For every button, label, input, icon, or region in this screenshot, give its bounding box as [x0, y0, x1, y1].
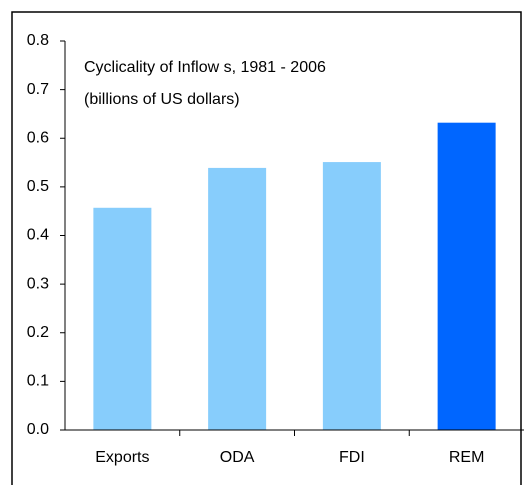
x-tick-label: Exports: [95, 449, 149, 466]
x-tick-label: FDI: [339, 449, 365, 466]
bar: [208, 167, 267, 430]
y-tick-label: 0.5: [27, 178, 49, 195]
x-tick-label: ODA: [220, 449, 255, 466]
y-tick-label: 0.7: [27, 81, 49, 98]
x-tick-label: REM: [449, 449, 485, 466]
y-tick-label: 0.8: [27, 32, 49, 49]
y-tick-label: 0.0: [27, 421, 49, 438]
y-tick-label: 0.2: [27, 324, 49, 341]
y-tick-label: 0.1: [27, 373, 49, 390]
bar: [93, 207, 152, 430]
bar: [437, 122, 496, 430]
y-tick-label: 0.6: [27, 129, 49, 146]
chart-title: Cyclicality of Inflow s, 1981 - 2006: [84, 59, 326, 76]
y-tick-label: 0.4: [27, 227, 49, 244]
chart-subtitle: (billions of US dollars): [84, 91, 240, 108]
y-tick-label: 0.3: [27, 275, 49, 292]
bar: [322, 162, 381, 431]
